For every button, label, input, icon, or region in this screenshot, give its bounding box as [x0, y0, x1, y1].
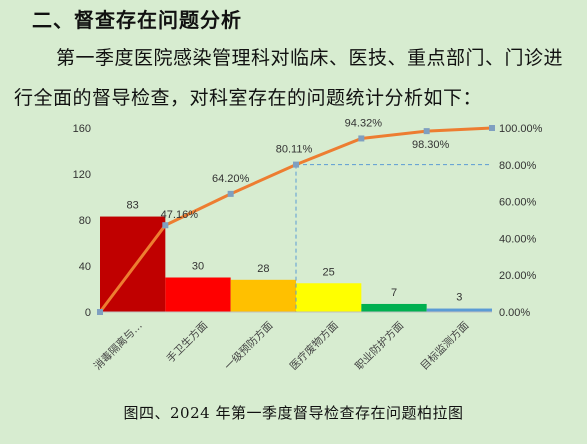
bar [361, 303, 427, 312]
y-left-tick-label: 40 [79, 261, 91, 273]
cumulative-percent-label: 94.32% [345, 117, 383, 129]
bar-value-label: 30 [192, 261, 204, 273]
y-left-tick-label: 120 [73, 169, 91, 181]
cumulative-marker [162, 222, 169, 229]
bar-value-label: 83 [127, 200, 139, 212]
bar-value-label: 7 [391, 287, 397, 299]
intro-paragraph: 第一季度医院感染管理科对临床、医技、重点部门、门诊进行全面的督导检查，对科室存在… [14, 38, 579, 118]
category-label: 目标监测方面 [418, 319, 472, 373]
category-label: 医疗废物方面 [287, 319, 341, 373]
y-left-tick-label: 0 [85, 307, 91, 319]
y-right-tick-label: 60.00% [499, 197, 537, 209]
intro-paragraph-text: 第一季度医院感染管理科对临床、医技、重点部门、门诊进行全面的督导检查，对科室存在… [14, 47, 564, 109]
cumulative-marker [293, 161, 299, 168]
cumulative-percent-label: 98.30% [412, 139, 450, 151]
category-label: 消毒隔离与… [91, 319, 145, 373]
cumulative-marker [489, 125, 495, 131]
y-right-tick-label: 80.00% [499, 160, 537, 172]
cumulative-marker [97, 309, 103, 315]
bar [165, 277, 231, 312]
cumulative-percent-label: 64.20% [212, 173, 250, 185]
section-heading: 二、督查存在问题分析 [32, 8, 242, 32]
figure-caption: 图四、2024 年第一季度督导检查存在问题柏拉图 [123, 404, 464, 422]
bar [230, 279, 296, 312]
category-label: 职业防护方面 [352, 319, 406, 373]
cumulative-marker [423, 128, 430, 135]
bar [426, 308, 492, 312]
bar-value-label: 3 [456, 292, 462, 304]
cumulative-marker [358, 135, 365, 142]
bar [296, 283, 362, 312]
y-left-tick-label: 160 [73, 123, 91, 135]
y-left-tick-label: 80 [79, 215, 91, 227]
category-label: 一级预防方面 [222, 319, 276, 373]
category-label: 手卫生方面 [164, 319, 210, 365]
cumulative-percent-label: 80.11% [276, 144, 313, 156]
y-right-tick-label: 100.00% [499, 123, 543, 135]
y-right-tick-label: 20.00% [499, 270, 537, 282]
y-right-tick-label: 40.00% [499, 233, 537, 245]
bar-value-label: 25 [323, 266, 335, 278]
bar-value-label: 28 [257, 263, 269, 275]
y-right-tick-label: 0.00% [499, 307, 530, 319]
cumulative-percent-label: 47.16% [161, 209, 199, 221]
cumulative-marker [227, 190, 234, 197]
